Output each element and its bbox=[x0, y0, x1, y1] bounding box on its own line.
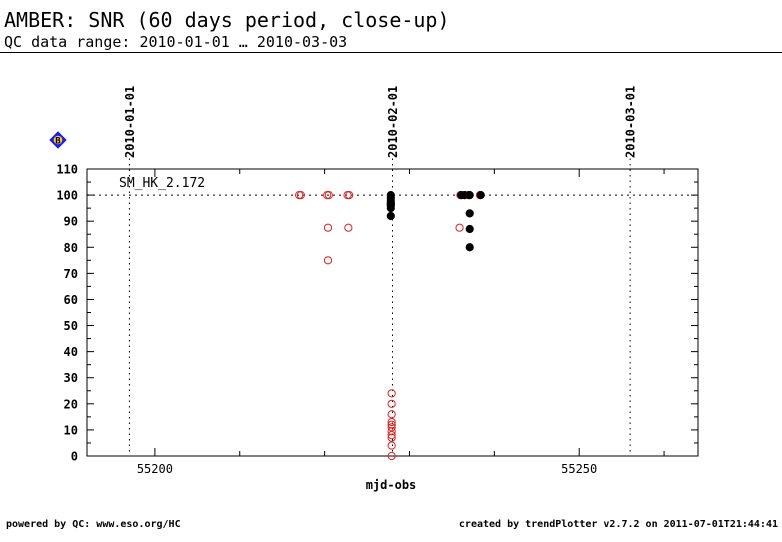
data-point-s0-19 bbox=[387, 451, 396, 461]
data-point-s0-16 bbox=[387, 431, 396, 440]
data-point-s0-17 bbox=[387, 433, 396, 442]
data-point-s1-12 bbox=[465, 209, 474, 218]
annotation-label: SM_HK_2.172 bbox=[119, 176, 205, 191]
data-point-s0-0 bbox=[295, 190, 304, 200]
x-axis-label: mjd-obs bbox=[366, 478, 417, 492]
y-tick-label-50: 50 bbox=[64, 319, 78, 333]
y-tick-label-60: 60 bbox=[64, 293, 78, 307]
header-divider bbox=[0, 52, 782, 53]
data-point-s1-11 bbox=[465, 190, 474, 200]
date-marker-label-2: 2010-03-01 bbox=[624, 86, 638, 158]
x-tick-label-55250: 55250 bbox=[561, 462, 597, 476]
data-point-s0-3 bbox=[324, 190, 333, 200]
data-point-s0-22 bbox=[455, 223, 464, 232]
data-point-s0-18 bbox=[387, 441, 396, 450]
data-point-s0-14 bbox=[387, 423, 396, 432]
y-tick-label-110: 110 bbox=[56, 163, 78, 177]
data-point-s1-6 bbox=[386, 204, 395, 213]
y-tick-label-70: 70 bbox=[64, 267, 78, 281]
created-by-footer: created by trendPlotter v2.7.2 on 2011-0… bbox=[458, 519, 778, 530]
powered-by-footer: powered by QC: www.eso.org/HC bbox=[6, 519, 181, 530]
x-tick-label-55200: 55200 bbox=[137, 462, 173, 476]
data-point-s0-7 bbox=[345, 190, 354, 200]
data-point-s0-12 bbox=[387, 417, 396, 427]
data-point-s1-15 bbox=[476, 190, 485, 200]
page-title: AMBER: SNR (60 days period, close-up) bbox=[4, 8, 450, 32]
legend-marker-label: B bbox=[55, 137, 61, 147]
data-range-subtitle: QC data range: 2010-01-01 … 2010-03-03 bbox=[4, 33, 348, 51]
plot-frame-and-ticks: 0 10 20 30 40 50 60 70 80 90 100 110 55200 55250 B bbox=[49, 131, 699, 476]
date-marker-label-1: 2010-02-01 bbox=[386, 86, 400, 158]
data-point-s0-13 bbox=[387, 420, 396, 429]
data-point-s0-5 bbox=[323, 256, 333, 265]
data-points bbox=[295, 190, 485, 461]
date-marker-label-0: 2010-01-01 bbox=[123, 86, 137, 158]
data-point-s1-7 bbox=[386, 211, 395, 221]
data-point-s1-14 bbox=[465, 243, 474, 252]
data-point-s1-13 bbox=[465, 224, 474, 234]
data-point-s0-11 bbox=[387, 410, 396, 419]
data-point-s0-4 bbox=[323, 223, 333, 232]
date-marker-lines: 2010-01-01 2010-02-01 2010-03-01 bbox=[123, 86, 638, 456]
data-point-s0-1 bbox=[296, 190, 305, 200]
legend-marker-dot bbox=[53, 135, 63, 145]
y-tick-label-90: 90 bbox=[64, 215, 78, 229]
y-tick-label-30: 30 bbox=[64, 371, 78, 385]
y-tick-label-80: 80 bbox=[64, 241, 78, 255]
y-tick-label-100: 100 bbox=[56, 189, 78, 203]
y-tick-label-10: 10 bbox=[64, 423, 78, 437]
data-point-s0-9 bbox=[387, 389, 396, 398]
y-tick-label-20: 20 bbox=[64, 397, 78, 411]
data-point-s0-10 bbox=[387, 399, 396, 408]
y-tick-label-0: 0 bbox=[71, 450, 78, 464]
data-point-s0-8 bbox=[344, 223, 353, 232]
y-tick-label-40: 40 bbox=[64, 345, 78, 359]
data-point-s0-15 bbox=[387, 427, 396, 436]
